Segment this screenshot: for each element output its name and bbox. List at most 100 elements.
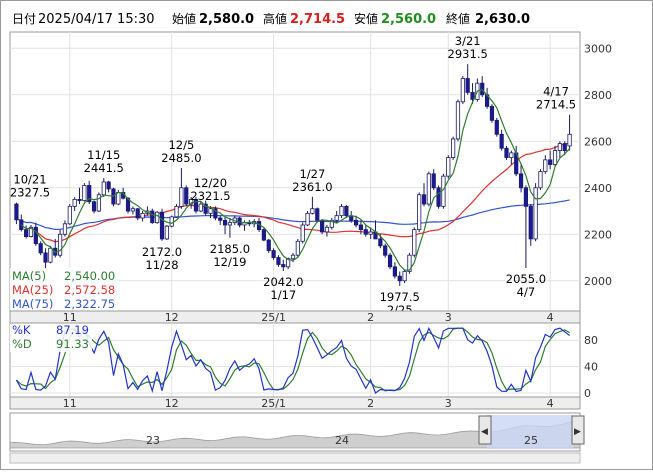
candle-body (334, 215, 339, 221)
annotation-value: 2441.5 (84, 161, 124, 175)
k-line-series (15, 326, 570, 394)
ma5-series (20, 89, 571, 271)
candle-body (203, 203, 208, 214)
candle-body (412, 229, 417, 256)
stochastic-panel: 0 40 80 %K 87.19 %D 91.33 (9, 322, 598, 400)
price-tick-label: 2200 (584, 228, 612, 241)
k-line (15, 326, 570, 394)
ma-legend: MA(5) 2,540.00 MA(25) 2,572.58 MA(75) 2,… (10, 268, 118, 311)
candle-body (339, 205, 344, 217)
candle-body (179, 187, 184, 207)
legend-ma75-value: 2,322.75 (64, 297, 115, 311)
month-tick-label: 25/1 (261, 311, 286, 324)
price-header: 日付 2025/04/17 15:30 始値 2,580.0 高値 2,714.… (12, 11, 530, 27)
candle-body (548, 159, 553, 165)
candle-body (106, 181, 111, 190)
candle-body (329, 219, 334, 228)
ma75-series (16, 199, 570, 231)
annotation-date: 12/5 (168, 138, 194, 152)
candle-body (24, 229, 29, 237)
right-handle-icon: ▶ (574, 427, 581, 437)
candle-body (567, 133, 572, 147)
navigator-right-handle[interactable] (571, 415, 585, 445)
month-tick-label: 12 (165, 397, 179, 410)
candle-body (358, 224, 364, 231)
candle-body (387, 254, 393, 268)
candle-body (363, 229, 368, 235)
annotation-date: 11/15 (87, 148, 120, 162)
candle-body (150, 210, 155, 224)
navigator-year-25: 25 (524, 434, 538, 447)
candle-body (271, 250, 276, 258)
navigator-left-handle[interactable] (478, 415, 492, 445)
candle-body (101, 181, 106, 196)
candle-body (91, 201, 97, 212)
candle-body (140, 212, 145, 219)
candle-body (290, 254, 296, 260)
high-label: 高値 (263, 11, 287, 26)
candle-body (174, 205, 179, 218)
candle-body (397, 275, 402, 282)
stochastic-tick-label: 80 (584, 334, 598, 347)
d-line (16, 327, 570, 392)
candle-body (96, 194, 102, 212)
candle-body (533, 187, 538, 240)
open-value: 2,580.0 (199, 12, 254, 27)
month-tick-label: 4 (547, 311, 554, 324)
candle-body (305, 212, 310, 226)
price-plot-area (9, 31, 581, 312)
candle-body (509, 152, 514, 158)
navigator-scrollbar[interactable] (9, 452, 581, 464)
candle-body (431, 173, 436, 189)
month-tick-label: 3 (445, 311, 452, 324)
candle-body (320, 219, 325, 233)
ma-legend-box (10, 268, 118, 310)
navigator-year-23: 23 (146, 434, 160, 447)
candle-body (538, 171, 543, 189)
navigator-window[interactable] (487, 415, 573, 449)
legend-k-label: %K (12, 323, 31, 337)
candle-body (470, 92, 475, 100)
annotation-value: 2714.5 (536, 98, 576, 112)
legend-ma25-label: MA(25) (12, 283, 53, 297)
annotation-value: 2327.5 (10, 186, 50, 200)
candle-body (261, 229, 266, 241)
month-tick-label: 11 (63, 311, 77, 324)
candle-body (494, 119, 499, 135)
candle-body (383, 245, 388, 256)
candle-body (218, 217, 223, 221)
candle-body (276, 257, 281, 265)
ma25-series (26, 142, 570, 243)
month-axis: 11 12 25/1 2 3 4 (63, 311, 554, 324)
candle-body (378, 238, 383, 247)
candle-body (324, 226, 330, 233)
legend-d-value: 91.33 (56, 337, 89, 351)
annotation-value: 2361.0 (292, 180, 332, 194)
candle-body (518, 173, 524, 189)
candle-body (353, 219, 359, 226)
price-tick-label: 3000 (584, 42, 612, 55)
candle-body (504, 147, 509, 158)
candle-body (523, 187, 529, 207)
candlestick-series (14, 64, 572, 287)
close-value: 2,630.0 (475, 12, 530, 27)
left-handle-icon: ◀ (481, 427, 488, 437)
candle-body (33, 226, 38, 244)
candle-body (480, 82, 485, 96)
candle-body (266, 239, 271, 251)
navigator-year-24: 24 (335, 434, 349, 447)
price-tick-label: 2400 (584, 182, 612, 195)
annotation-date: 10/21 (13, 173, 46, 187)
candle-body (43, 252, 48, 263)
annotation-value: 2485.0 (161, 151, 201, 165)
range-navigator[interactable]: ◀ ▶ 23 24 25 (9, 412, 585, 464)
month-axis-lower: 11 12 25/1 2 3 4 (63, 397, 554, 410)
ma75-line (16, 199, 570, 231)
candle-body (169, 216, 174, 227)
candle-body (213, 208, 218, 219)
candle-body (28, 226, 34, 238)
candle-body (300, 224, 305, 242)
